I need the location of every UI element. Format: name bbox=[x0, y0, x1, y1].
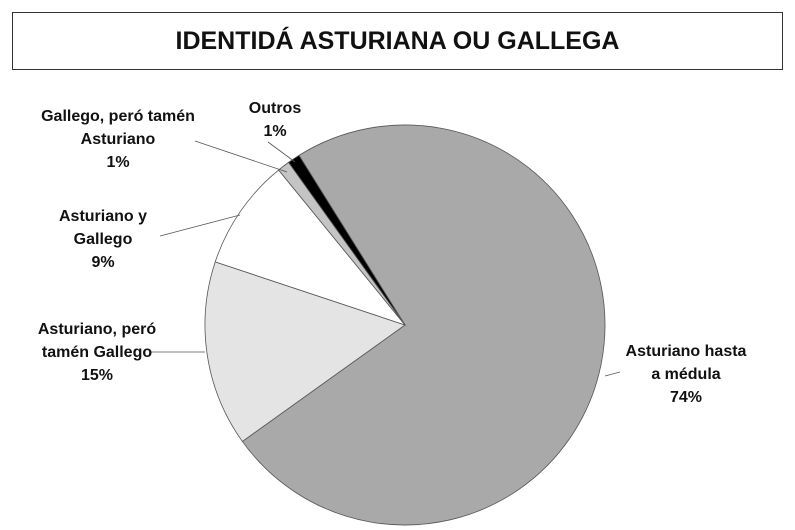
value-label: 9% bbox=[91, 254, 115, 271]
value-label: 74% bbox=[669, 389, 703, 406]
value-label: 1% bbox=[263, 123, 287, 140]
leader-line bbox=[604, 371, 621, 377]
pie-slice bbox=[288, 154, 406, 326]
pie-slice bbox=[241, 124, 606, 526]
leader-line bbox=[159, 214, 241, 237]
slice-label: Asturiano y Gallego 9% bbox=[43, 205, 163, 274]
slice-label: Gallego, peró tamén Asturiano 1% bbox=[38, 105, 198, 174]
chart-title: IDENTIDÁ ASTURIANA OU GALLEGA bbox=[12, 12, 783, 70]
category-label: Asturiano, peró tamén Gallego bbox=[37, 321, 157, 361]
category-label: Asturiano hasta a médula bbox=[625, 343, 747, 383]
value-label: 15% bbox=[80, 367, 114, 384]
value-label: 1% bbox=[106, 154, 130, 171]
category-label: Outros bbox=[248, 100, 302, 117]
leader-line bbox=[194, 140, 288, 173]
category-label: Gallego, peró tamén Asturiano bbox=[41, 108, 195, 148]
pie-slice bbox=[204, 261, 406, 442]
leader-line bbox=[267, 141, 296, 163]
slice-label: Asturiano hasta a médula 74% bbox=[621, 340, 751, 409]
slice-label: Outros 1% bbox=[225, 97, 325, 143]
slice-label: Asturiano, peró tamén Gallego 15% bbox=[17, 318, 177, 387]
category-label: Asturiano y Gallego bbox=[58, 208, 147, 248]
pie-slice bbox=[214, 169, 407, 326]
